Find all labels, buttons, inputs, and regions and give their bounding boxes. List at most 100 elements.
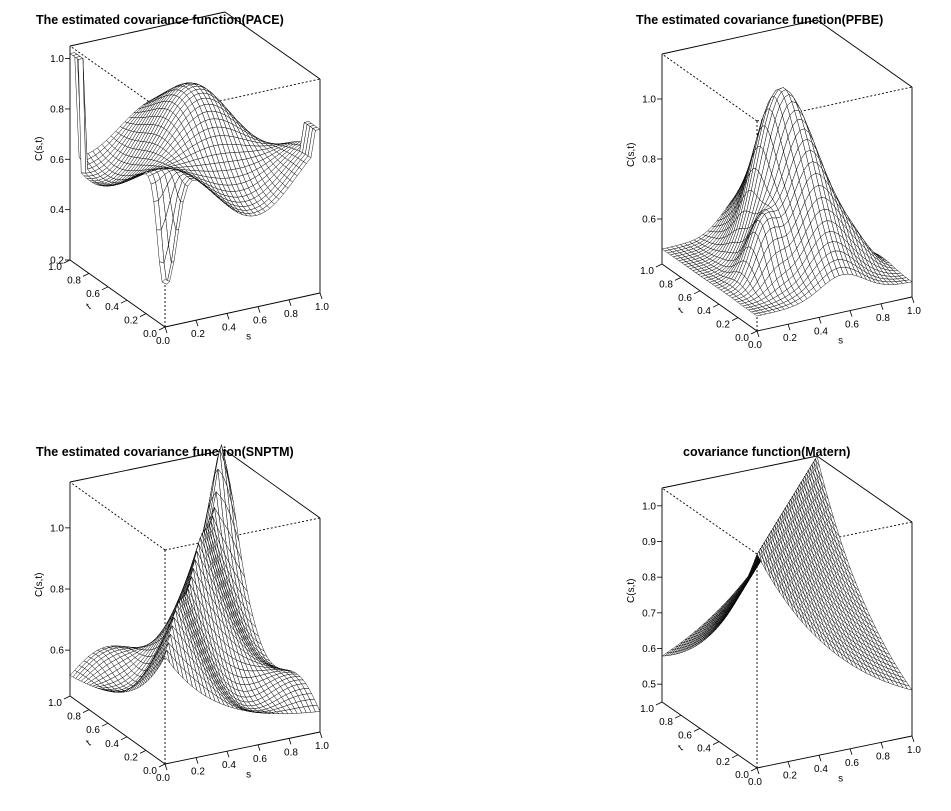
- box-edge: [164, 517, 321, 551]
- z-tick-label: 0.7: [642, 608, 656, 619]
- s-tick-label: 0.0: [156, 336, 170, 347]
- t-tick: [82, 709, 90, 713]
- box-edge: [69, 45, 166, 114]
- s-tick: [818, 317, 822, 324]
- z-tick-label: 0.8: [50, 104, 64, 115]
- t-tick: [158, 326, 166, 331]
- surface-plot: 0.00.20.40.60.81.0s0.00.20.40.60.81.0t0.…: [626, 19, 921, 351]
- t-tick: [120, 736, 128, 741]
- box-edge: [756, 296, 913, 332]
- s-tick: [288, 299, 292, 306]
- chart-title: covariance function(Matern): [683, 445, 851, 459]
- t-tick-label: 1.0: [640, 704, 654, 715]
- t-tick: [674, 277, 682, 281]
- t-tick-label: 0.0: [143, 766, 157, 777]
- box-edge: [69, 259, 166, 328]
- s-tick-label: 0.4: [222, 322, 236, 333]
- t-tick-label: 0.4: [105, 302, 119, 313]
- s-tick: [756, 767, 760, 775]
- t-tick-label: 0.6: [678, 730, 692, 741]
- t-tick: [120, 299, 128, 304]
- t-tick-label: 1.0: [48, 262, 62, 273]
- s-axis-label: s: [838, 773, 843, 784]
- t-tick: [139, 750, 147, 754]
- z-tick-label: 1.0: [642, 501, 656, 512]
- t-tick: [693, 728, 701, 732]
- s-tick-label: 0.0: [748, 340, 762, 351]
- t-tick: [101, 722, 109, 727]
- surface-plot: 0.00.20.40.60.81.0s0.00.20.40.60.81.0t0.…: [626, 455, 921, 788]
- s-tick: [756, 330, 760, 338]
- t-tick-label: 0.6: [86, 725, 100, 736]
- t-axis-label: t: [85, 301, 94, 312]
- t-tick-label: 0.4: [697, 744, 711, 755]
- t-tick: [693, 290, 701, 295]
- s-tick: [164, 763, 168, 771]
- t-axis-label: t: [677, 743, 686, 754]
- s-axis-label: s: [246, 331, 251, 342]
- t-tick-label: 0.0: [735, 333, 749, 344]
- s-tick-label: 0.6: [253, 316, 267, 327]
- box-edge: [69, 449, 226, 483]
- t-tick: [63, 695, 71, 700]
- box-edge: [816, 455, 913, 523]
- s-tick-label: 0.6: [845, 758, 859, 769]
- s-tick-label: 0.2: [191, 329, 205, 340]
- s-tick-label: 0.6: [253, 754, 267, 765]
- s-tick: [288, 738, 292, 745]
- surface-mesh: [661, 455, 913, 691]
- s-tick-label: 0.2: [783, 333, 797, 344]
- z-tick-label: 0.5: [642, 680, 656, 691]
- t-tick: [674, 714, 682, 719]
- box-edge: [756, 86, 913, 122]
- surface-mesh: [661, 87, 913, 317]
- s-tick: [226, 751, 230, 758]
- z-tick-label: 0.4: [50, 205, 64, 216]
- s-tick: [257, 306, 261, 313]
- s-tick-label: 0.6: [845, 320, 859, 331]
- t-tick: [731, 317, 739, 321]
- s-tick-label: 0.8: [284, 747, 298, 758]
- box-edge: [224, 11, 321, 80]
- box-edge: [756, 735, 913, 769]
- chart-title: The estimated covariance function(PACE): [36, 13, 284, 27]
- box-edge: [661, 263, 758, 332]
- t-tick: [731, 754, 739, 759]
- s-tick: [319, 731, 323, 739]
- box-edge: [816, 19, 913, 88]
- s-tick: [257, 744, 261, 751]
- chart-title: The estimated covariance function(SNPTM): [36, 445, 294, 459]
- box-edge: [164, 731, 321, 765]
- s-tick: [849, 748, 853, 755]
- chart-panel-pfbe: The estimated covariance function(PFBE) …: [475, 0, 951, 400]
- s-tick: [164, 326, 168, 334]
- z-tick-label: 0.6: [50, 646, 64, 657]
- t-tick: [139, 313, 147, 317]
- t-tick: [750, 767, 758, 772]
- box-edge: [661, 487, 758, 555]
- surface-plot: 0.00.20.40.60.81.0s0.00.20.40.60.81.0t0.…: [34, 11, 329, 347]
- s-tick-label: 0.8: [876, 751, 890, 762]
- t-axis-label: t: [677, 305, 686, 316]
- t-axis-label: t: [85, 738, 94, 749]
- z-axis-label: C(s,t): [34, 572, 45, 596]
- z-tick-label: 1.0: [50, 523, 64, 534]
- z-tick-label: 0.8: [642, 155, 656, 166]
- t-tick-label: 1.0: [640, 266, 654, 277]
- s-tick: [911, 735, 915, 743]
- t-tick: [82, 273, 90, 277]
- box-edge: [69, 695, 166, 765]
- s-tick: [818, 755, 822, 762]
- s-tick-label: 0.8: [284, 309, 298, 320]
- s-tick: [226, 313, 230, 320]
- z-tick-label: 0.6: [642, 644, 656, 655]
- s-tick-label: 1.0: [907, 306, 921, 317]
- s-tick: [195, 757, 199, 764]
- s-tick: [195, 320, 199, 327]
- s-tick-label: 0.2: [191, 767, 205, 778]
- s-tick: [849, 310, 853, 317]
- t-tick-label: 0.0: [143, 329, 157, 340]
- s-tick: [787, 324, 791, 331]
- box-edge: [661, 701, 758, 769]
- z-axis-label: C(s,t): [626, 578, 637, 602]
